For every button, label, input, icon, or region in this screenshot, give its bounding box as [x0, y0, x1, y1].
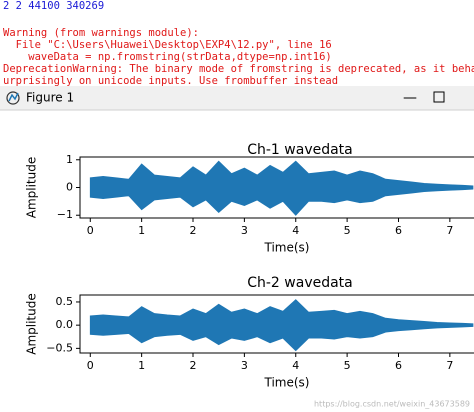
y-tick-label: 1 [66, 153, 73, 166]
y-tick-label: −1 [57, 208, 73, 221]
window-title: Figure 1 [26, 91, 74, 105]
x-tick-label: 1 [138, 359, 145, 372]
y-axis-label: Amplitude [25, 157, 39, 219]
x-axis-label: Time(s) [264, 241, 310, 255]
x-tick-label: 3 [241, 224, 248, 237]
console-bg [0, 0, 474, 86]
console-line: DeprecationWarning: The binary mode of f… [3, 63, 474, 75]
y-tick-label: −0.5 [46, 341, 73, 354]
plot-title: Ch-2 wavedata [247, 275, 353, 291]
x-tick-label: 6 [395, 224, 402, 237]
x-tick-label: 7 [446, 224, 453, 237]
plot: Ch-1 wavedata −1 0 1 0 1 2 3 4 5 6 7 Time(s) Amplitud… [25, 142, 474, 255]
watermark: https://blog.csdn.net/weixin_43673589 [314, 400, 470, 409]
x-tick-label: 4 [292, 359, 299, 372]
y-tick-label: 0.0 [56, 318, 74, 331]
x-tick-label: 3 [241, 359, 248, 372]
console-line: waveData = np.fromstring(strData,dtype=n… [3, 51, 332, 63]
console-line: urprisingly on unicode inputs. Use fromb… [3, 75, 338, 87]
waveform [89, 299, 474, 352]
x-tick-label: 2 [190, 224, 197, 237]
y-tick-label: 0.5 [56, 295, 74, 308]
axes-frame [79, 294, 474, 354]
x-tick-label: 5 [344, 224, 351, 237]
minimize-button[interactable]: — [403, 90, 417, 106]
x-axis-label: Time(s) [264, 376, 310, 390]
window-icon [6, 91, 20, 105]
x-tick-label: 4 [292, 224, 299, 237]
title-bar [0, 86, 474, 110]
plot: Ch-2 wavedata −0.5 0.0 0.5 0 1 2 3 4 5 6 7 Time(s) Am… [25, 275, 474, 390]
x-tick-label: 7 [446, 359, 453, 372]
x-tick-label: 1 [138, 224, 145, 237]
console-line: 2 2 44100 340269 [3, 0, 104, 12]
plots: Ch-1 wavedata −1 0 1 0 1 2 3 4 5 6 7 Time(s) Amplitud… [25, 142, 474, 390]
maximize-button[interactable] [433, 91, 445, 103]
y-axis-label: Amplitude [25, 293, 39, 355]
y-tick-label: 0 [66, 181, 73, 194]
console-line: File "C:\Users\Huawei\Desktop\EXP4\12.py… [3, 39, 332, 51]
console-line: Warning (from warnings module): [3, 27, 199, 39]
plot-title: Ch-1 wavedata [247, 142, 353, 158]
x-tick-label: 0 [87, 359, 94, 372]
x-tick-label: 6 [395, 359, 402, 372]
x-tick-label: 2 [190, 359, 197, 372]
waveform [89, 160, 474, 216]
x-tick-label: 5 [344, 359, 351, 372]
x-tick-label: 0 [87, 224, 94, 237]
